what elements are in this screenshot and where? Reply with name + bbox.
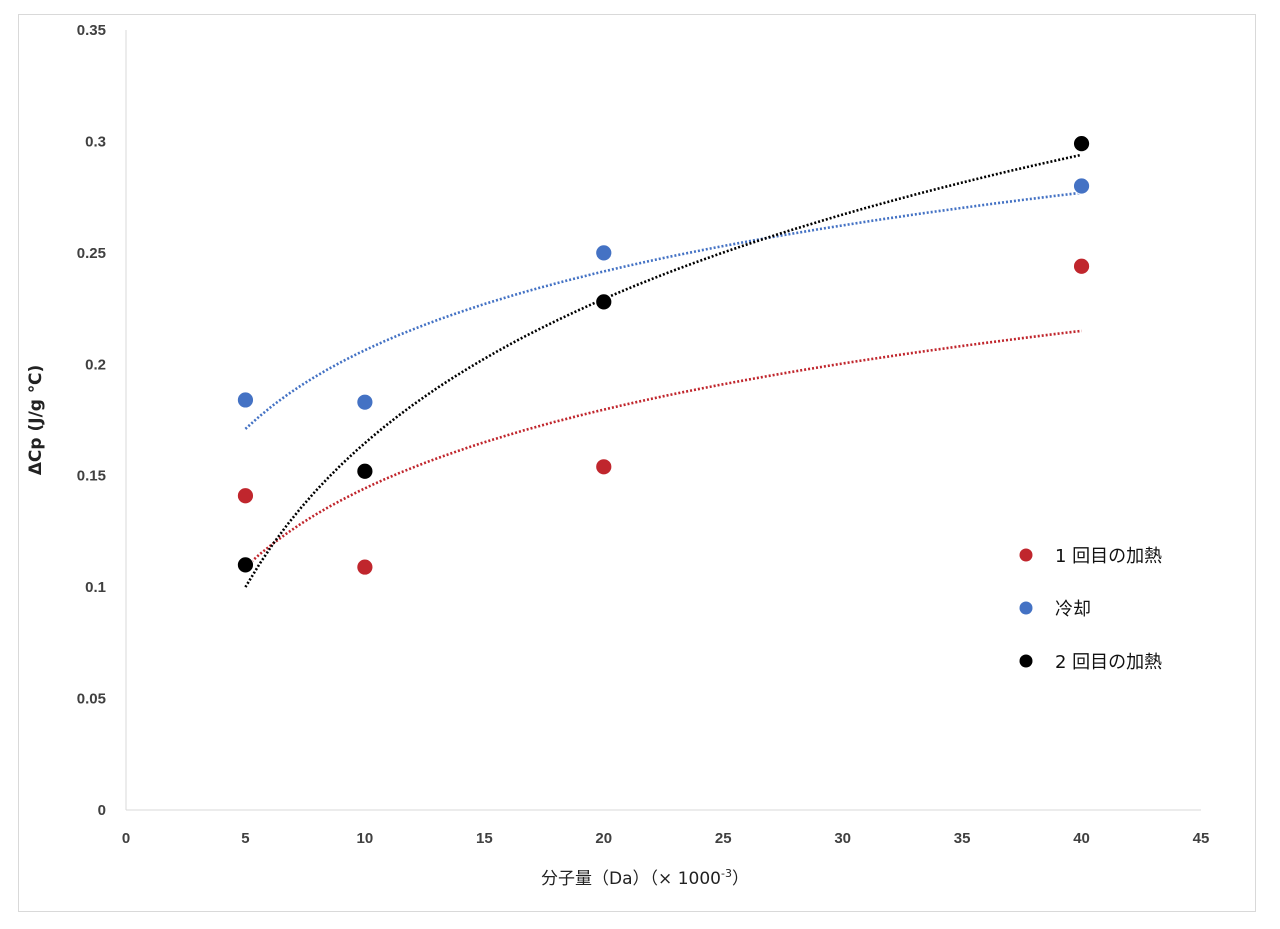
y-tick-label: 0.35: [77, 22, 106, 39]
y-tick-label: 0.2: [85, 356, 106, 373]
data-point-series-2: [237, 391, 254, 409]
x-tick-label: 15: [476, 830, 493, 847]
data-point-series-1: [237, 487, 254, 505]
y-tick-label: 0.15: [77, 468, 106, 485]
legend-label-series-3: 2 回目の加熱: [1055, 652, 1162, 673]
x-tick-label: 10: [357, 830, 374, 847]
x-tick-labels: 0 5 10 15 20 25 30 35 40 45: [122, 830, 1210, 847]
x-tick-label: 35: [954, 830, 971, 847]
y-tick-label: 0.25: [77, 245, 106, 262]
data-point-series-1: [1073, 257, 1090, 275]
legend-marker-series-3: [1019, 654, 1033, 668]
legend-marker-series-2: [1019, 601, 1033, 615]
data-points: [237, 135, 1090, 576]
data-point-series-3: [595, 293, 613, 311]
y-tick-label: 0.1: [85, 579, 106, 596]
data-point-series-3: [1073, 135, 1090, 153]
y-tick-labels: 0 0.05 0.1 0.15 0.2 0.25 0.3 0.35: [77, 22, 106, 819]
legend-label-series-2: 冷却: [1055, 599, 1091, 620]
data-point-series-2: [356, 393, 374, 411]
x-tick-label: 25: [715, 830, 732, 847]
x-axis-title: 分子量（Da）（× 1000-3）: [541, 867, 749, 889]
chart-frame: [18, 14, 1256, 912]
x-tick-label: 0: [122, 830, 130, 847]
y-tick-label: 0.3: [85, 133, 106, 150]
trendline-series-3: [244, 153, 1082, 588]
data-point-series-1: [356, 558, 374, 576]
y-tick-label: 0: [98, 802, 106, 819]
x-tick-label: 40: [1073, 830, 1090, 847]
axes: [125, 30, 1201, 811]
trendline-series-2: [244, 191, 1082, 430]
y-axis-title: ΔCp (J/g ℃): [26, 365, 46, 475]
trendline-series-1: [244, 329, 1082, 569]
data-point-series-2: [595, 244, 613, 262]
legend-label-series-1: 1 回目の加熱: [1055, 546, 1162, 567]
data-point-series-1: [595, 458, 613, 476]
data-point-series-3: [356, 462, 374, 480]
y-tick-label: 0.05: [77, 691, 106, 708]
data-point-series-3: [237, 556, 254, 574]
x-tick-label: 5: [241, 830, 249, 847]
x-tick-label: 45: [1193, 830, 1210, 847]
x-tick-label: 30: [834, 830, 851, 847]
x-tick-label: 20: [595, 830, 612, 847]
legend-marker-series-1: [1019, 548, 1033, 562]
trendlines: [244, 153, 1082, 588]
data-point-series-2: [1073, 177, 1090, 195]
